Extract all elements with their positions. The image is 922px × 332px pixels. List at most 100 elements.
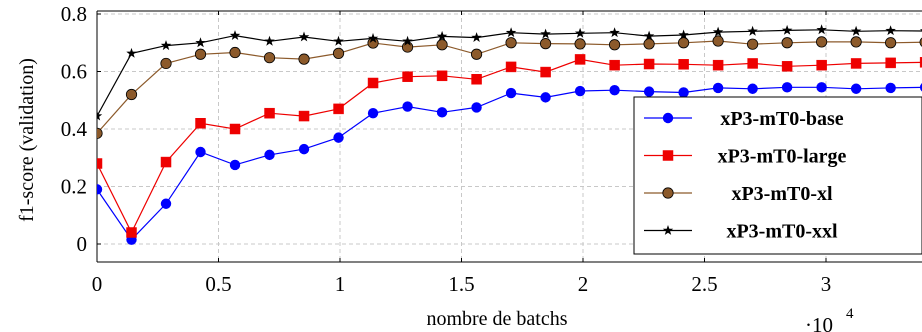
x-scale-exponent: 4 (846, 306, 854, 322)
data-point (436, 39, 448, 51)
legend-label: xP3-mT0-large (718, 146, 847, 168)
data-point (850, 58, 862, 69)
data-point (539, 38, 552, 50)
data-point (471, 32, 482, 42)
data-point (885, 25, 896, 36)
data-point (402, 71, 413, 82)
data-point (160, 198, 172, 209)
data-point (712, 82, 724, 94)
data-point (97, 127, 103, 139)
data-point (850, 36, 862, 48)
y-tick-label: 0 (77, 232, 88, 256)
data-point (850, 83, 862, 94)
data-point (643, 58, 655, 70)
data-point (160, 57, 172, 70)
data-point (298, 53, 310, 65)
legend-entry: xP3-mT0-base (644, 108, 844, 130)
data-point (816, 59, 827, 71)
data-point (264, 107, 275, 119)
data-point (919, 83, 922, 92)
data-point (194, 48, 207, 60)
legend-entry: xP3-mT0-large (644, 146, 847, 168)
data-point (471, 74, 482, 85)
data-point (885, 37, 897, 49)
data-point (643, 30, 655, 41)
data-point (436, 107, 448, 118)
data-point (540, 66, 551, 78)
data-point (333, 103, 344, 115)
legend-label: xP3-mT0-base (720, 108, 843, 130)
data-point (608, 39, 621, 51)
data-point (574, 38, 586, 50)
data-point (712, 26, 724, 37)
data-point (574, 54, 586, 65)
data-point (781, 61, 793, 72)
data-point (195, 37, 206, 48)
data-point (574, 27, 586, 38)
data-point (333, 35, 344, 46)
y-tick-label: 0.6 (61, 60, 87, 84)
data-point (367, 32, 379, 43)
data-point (643, 38, 655, 50)
series-xP3-mT0-large (97, 54, 922, 238)
data-point (126, 227, 137, 238)
y-tick-label: 0.4 (61, 117, 88, 141)
legend-box (633, 96, 922, 255)
data-point (712, 35, 724, 47)
data-point (574, 85, 586, 97)
data-point (436, 70, 448, 82)
data-point (712, 59, 724, 71)
data-point (678, 87, 689, 98)
data-point (885, 57, 896, 69)
data-point (678, 59, 689, 70)
x-scale-multiplier: ·10 4 (805, 306, 854, 332)
y-tick-label: 0.2 (61, 175, 87, 199)
data-point (816, 82, 827, 93)
data-point (298, 31, 310, 42)
data-point (505, 87, 517, 99)
data-point (747, 25, 758, 36)
data-point (781, 37, 793, 49)
data-point (850, 25, 862, 36)
x-tick-label: 1.5 (448, 272, 474, 296)
data-point (229, 159, 241, 171)
x-tick-label: 2 (578, 272, 589, 296)
data-point (332, 47, 345, 59)
data-point (505, 37, 517, 49)
data-point (126, 47, 137, 58)
data-point (125, 88, 138, 101)
data-point (747, 38, 759, 50)
data-point (195, 146, 206, 158)
data-point (264, 149, 275, 161)
data-point (160, 40, 172, 51)
x-tick-label: 3 (821, 272, 832, 296)
data-point (540, 28, 551, 39)
data-point (367, 77, 379, 89)
legend-label: xP3-mT0-xl (731, 183, 833, 205)
data-point (609, 27, 620, 38)
data-point (781, 24, 793, 35)
data-point (402, 35, 413, 46)
data-point (264, 35, 275, 46)
data-point (781, 82, 793, 93)
data-point (298, 110, 310, 122)
data-point (919, 57, 922, 68)
data-point (436, 30, 448, 41)
series-xP3-mT0-xl (97, 35, 922, 139)
data-point (505, 61, 517, 73)
data-point (333, 132, 344, 143)
data-point (885, 82, 896, 94)
data-point (229, 46, 241, 59)
legend-label: xP3-mT0-xxl (726, 221, 838, 243)
legend-marker (662, 150, 674, 161)
legend-marker (662, 112, 674, 124)
data-point (97, 110, 103, 121)
data-point (816, 36, 828, 48)
data-point (747, 58, 758, 69)
data-point (816, 24, 827, 35)
legend-marker (662, 187, 674, 199)
data-point (471, 102, 482, 113)
data-point (229, 30, 241, 40)
data-point (540, 92, 551, 103)
series-xP3-mT0-xxl (97, 24, 922, 121)
